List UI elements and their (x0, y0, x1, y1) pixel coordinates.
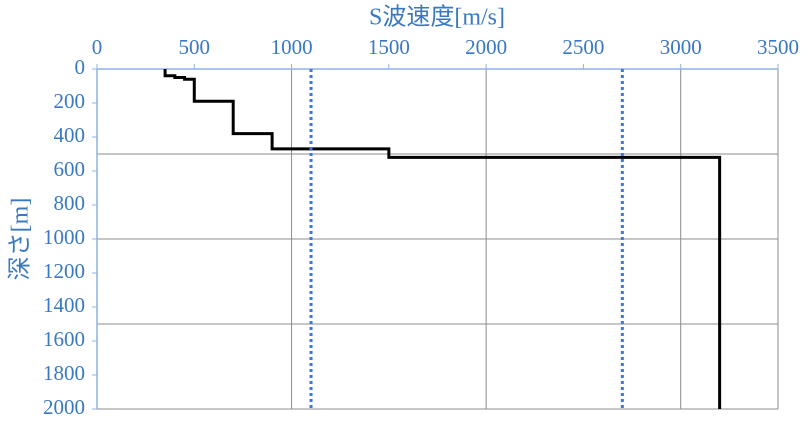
y-tick-label: 1400 (43, 293, 85, 317)
y-tick-label: 2000 (43, 395, 85, 419)
chart-title: S波速度[m/s] (369, 4, 505, 31)
y-tick-label: 1800 (43, 361, 85, 385)
y-tick-label: 1000 (43, 225, 85, 249)
y-tick-label: 1200 (43, 259, 85, 283)
y-tick-label: 200 (54, 89, 86, 113)
series-line (163, 69, 722, 409)
x-tick-label: 3000 (660, 35, 702, 59)
y-tick-label: 800 (54, 191, 86, 215)
x-tick-label: 2500 (562, 35, 604, 59)
x-tick-label: 3500 (757, 35, 799, 59)
x-tick-label: 0 (92, 35, 103, 59)
y-tick-label: 1600 (43, 327, 85, 351)
y-tick-label: 400 (54, 123, 86, 147)
x-tick-label: 1500 (368, 35, 410, 59)
x-tick-label: 1000 (271, 35, 313, 59)
y-tick-label: 0 (75, 55, 86, 79)
x-tick-label: 500 (179, 35, 211, 59)
x-tick-label: 2000 (465, 35, 507, 59)
y-tick-label: 600 (54, 157, 86, 181)
y-axis-label: 深さ[m] (7, 198, 34, 281)
